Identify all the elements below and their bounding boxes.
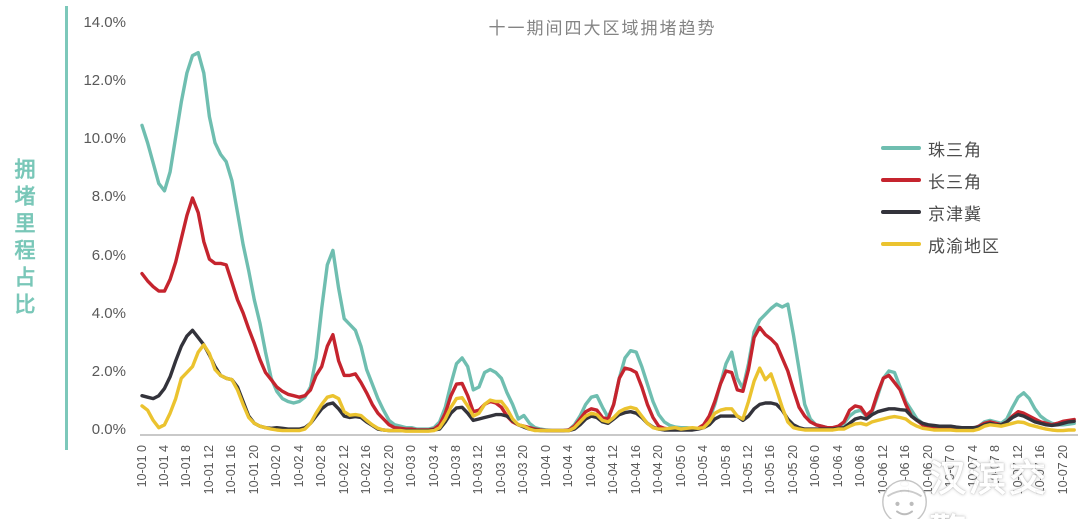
legend-swatch [881, 210, 921, 214]
legend-label: 成渝地区 [928, 236, 1000, 256]
y-tick-label: 8.0% [91, 188, 126, 206]
legend-item: 成渝地区 [881, 228, 1000, 260]
y-tick-label: 2.0% [91, 362, 126, 380]
legend-item: 京津冀 [881, 196, 1000, 228]
watermark-text: 汉滨交警 [929, 458, 1050, 519]
y-axis-title: 拥堵里程占比 [12, 158, 35, 320]
legend-swatch [881, 178, 921, 182]
x-axis-line [140, 434, 1078, 436]
y-tick-label: 14.0% [83, 14, 126, 31]
y-tick-label: 10.0% [83, 130, 126, 148]
legend-label: 珠三角 [928, 140, 982, 160]
y-tick-label: 12.0% [83, 72, 126, 90]
y-tick-label: 6.0% [91, 246, 126, 264]
legend-swatch [881, 242, 921, 246]
legend-item: 长三角 [881, 164, 1000, 196]
y-axis-accent-line [65, 6, 68, 450]
police-mascot-icon [882, 479, 927, 519]
legend-item: 珠三角 [881, 132, 1000, 164]
legend-label: 京津冀 [928, 204, 982, 224]
legend: 珠三角长三角京津冀成渝地区 [881, 132, 1000, 260]
watermark: 汉滨交警 [880, 448, 1080, 519]
legend-label: 长三角 [928, 172, 982, 192]
y-tick-label: 0.0% [91, 420, 126, 438]
y-tick-label: 4.0% [91, 304, 126, 322]
series-line-成渝地区 [140, 343, 1076, 433]
legend-swatch [881, 146, 921, 150]
chart-title: 十一期间四大区域拥堵趋势 [488, 19, 717, 38]
